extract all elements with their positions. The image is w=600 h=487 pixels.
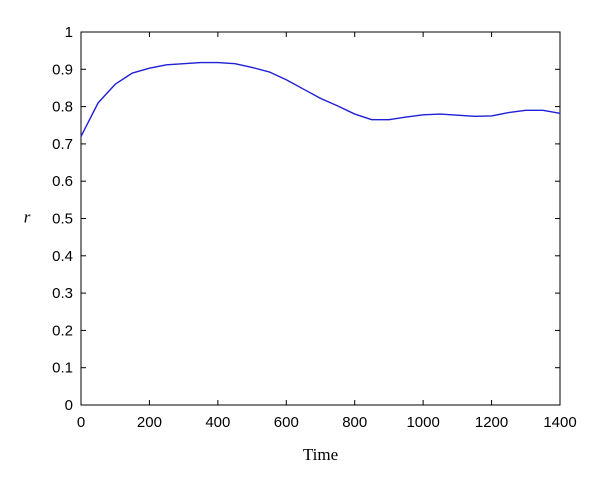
x-tick-label: 1400 [543, 414, 576, 431]
x-tick-label: 800 [342, 414, 367, 431]
x-tick-label: 600 [274, 414, 299, 431]
y-tick-label: 0 [65, 397, 73, 414]
y-tick-label: 0.4 [52, 248, 73, 265]
y-tick-label: 0.1 [52, 360, 73, 377]
y-tick-label: 1 [65, 24, 73, 41]
y-tick-label: 0.7 [52, 136, 73, 153]
y-tick-label: 0.6 [52, 173, 73, 190]
x-axis-label: Time [303, 445, 338, 464]
y-tick-label: 0.3 [52, 285, 73, 302]
tick-labels: 0 200 400 600 800 1000 1200 1400 0 0.1 0.2 0.3 0.4 0.… [52, 24, 577, 431]
y-axis-label: r [24, 208, 31, 227]
series-line [80, 61, 561, 137]
x-tick-label: 400 [205, 414, 230, 431]
axis-ticks [80, 31, 561, 406]
y-tick-label: 0.5 [52, 211, 73, 228]
x-tick-label: 1200 [475, 414, 508, 431]
series-layer [80, 61, 561, 137]
y-tick-label: 0.9 [52, 61, 73, 78]
plot-area [80, 31, 561, 406]
x-tick-label: 0 [77, 414, 85, 431]
x-tick-label: 200 [137, 414, 162, 431]
x-tick-label: 1000 [406, 414, 439, 431]
y-tick-label: 0.2 [52, 322, 73, 339]
y-tick-label: 0.8 [52, 99, 73, 116]
